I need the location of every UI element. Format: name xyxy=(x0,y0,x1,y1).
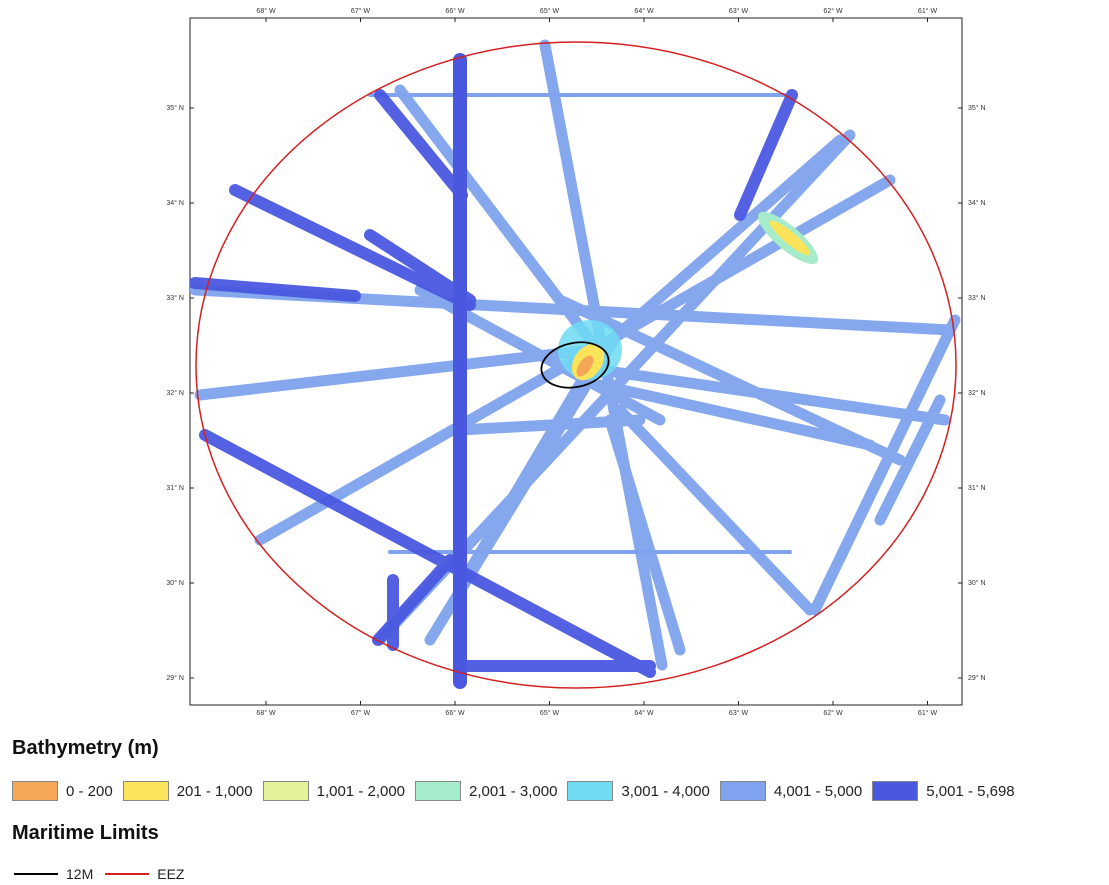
latitude-label: 34° N xyxy=(166,199,184,207)
latitude-label: 30° N xyxy=(166,579,184,587)
latitude-label: 29° N xyxy=(166,674,184,682)
legend-swatch xyxy=(415,781,461,801)
longitude-label: 61° W xyxy=(918,7,938,15)
longitude-label: 64° W xyxy=(634,709,654,717)
legend-line xyxy=(105,873,149,875)
latitude-label: 32° N xyxy=(968,389,986,397)
latitude-label: 31° N xyxy=(166,484,184,492)
longitude-label: 68° W xyxy=(256,7,276,15)
limits-title: Maritime Limits xyxy=(12,822,159,845)
legend-item: 201 - 1,000 xyxy=(123,781,253,801)
legend-swatch xyxy=(872,781,918,801)
legend-swatch xyxy=(123,781,169,801)
longitude-label: 66° W xyxy=(445,709,465,717)
legend-item: 12M xyxy=(14,866,93,882)
legend-swatch xyxy=(263,781,309,801)
legend-label: 1,001 - 2,000 xyxy=(317,783,405,800)
legend-item: EEZ xyxy=(105,866,184,882)
legend-item: 3,001 - 4,000 xyxy=(567,781,709,801)
legend-label: 0 - 200 xyxy=(66,783,113,800)
longitude-label: 65° W xyxy=(540,709,560,717)
page: 68° W 68° W 67° W 67° W 66° W 66° W 65° W 65° W… xyxy=(0,0,1109,885)
longitude-label: 62° W xyxy=(823,709,843,717)
legend-item: 0 - 200 xyxy=(12,781,113,801)
latitude-label: 30° N xyxy=(968,579,986,587)
latitude-label: 33° N xyxy=(968,294,986,302)
longitude-label: 67° W xyxy=(351,7,371,15)
legend-item: 5,001 - 5,698 xyxy=(872,781,1014,801)
legend-label: 5,001 - 5,698 xyxy=(926,783,1014,800)
legend-label: 4,001 - 5,000 xyxy=(774,783,862,800)
legend-label: 12M xyxy=(66,866,93,882)
longitude-label: 61° W xyxy=(918,709,938,717)
legend-swatch xyxy=(720,781,766,801)
latitude-label: 31° N xyxy=(968,484,986,492)
legend-line xyxy=(14,873,58,875)
longitude-label: 65° W xyxy=(540,7,560,15)
latitude-label: 33° N xyxy=(166,294,184,302)
longitude-label: 63° W xyxy=(729,709,749,717)
longitude-label: 67° W xyxy=(351,709,371,717)
latitude-label: 35° N xyxy=(166,104,184,112)
latitude-label: 35° N xyxy=(968,104,986,112)
longitude-label: 68° W xyxy=(256,709,276,717)
legend-swatch xyxy=(567,781,613,801)
legend-item: 2,001 - 3,000 xyxy=(415,781,557,801)
longitude-label: 63° W xyxy=(729,7,749,15)
bathymetry-title: Bathymetry (m) xyxy=(12,737,159,760)
bathymetry-legend: 0 - 200 201 - 1,000 1,001 - 2,000 2,001 - 3… xyxy=(12,781,1015,801)
map: 68° W 68° W 67° W 67° W 66° W 66° W 65° W 65° W… xyxy=(0,0,1109,720)
limits-legend: 12M EEZ xyxy=(14,866,184,882)
legend-label: 3,001 - 4,000 xyxy=(621,783,709,800)
latitude-label: 32° N xyxy=(166,389,184,397)
legend-swatch xyxy=(12,781,58,801)
legend-label: EEZ xyxy=(157,866,184,882)
legend-item: 1,001 - 2,000 xyxy=(263,781,405,801)
legend-label: 201 - 1,000 xyxy=(177,783,253,800)
legend-item: 4,001 - 5,000 xyxy=(720,781,862,801)
longitude-label: 64° W xyxy=(634,7,654,15)
latitude-label: 34° N xyxy=(968,199,986,207)
longitude-label: 66° W xyxy=(445,7,465,15)
latitude-label: 29° N xyxy=(968,674,986,682)
longitude-label: 62° W xyxy=(823,7,843,15)
legend-label: 2,001 - 3,000 xyxy=(469,783,557,800)
